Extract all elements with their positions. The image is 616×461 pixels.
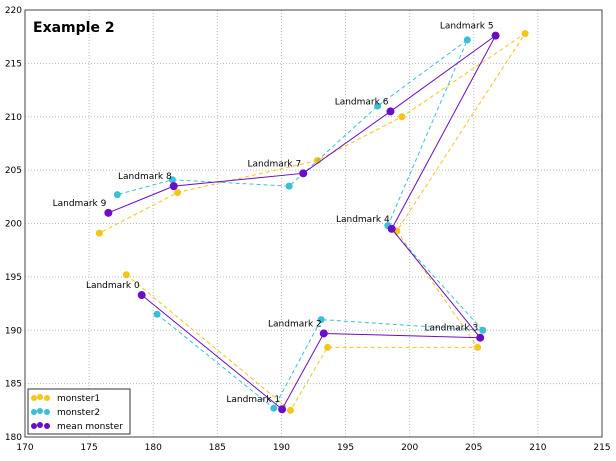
data-point-monster2 (479, 326, 487, 334)
data-point-monster1 (521, 29, 529, 37)
legend-marker (44, 395, 50, 401)
x-tick-label: 190 (273, 443, 290, 453)
ticks: 170 175 180 185 190 195 200 205 210 215 180 185 190 1… (5, 6, 611, 453)
x-tick-label: 200 (401, 443, 418, 453)
landmark-label: Landmark 2 (268, 319, 322, 329)
data-point-monster2 (463, 36, 471, 44)
legend-label: monster2 (57, 408, 100, 418)
data-point-mean-monster (476, 333, 485, 342)
grid (24, 9, 603, 438)
y-tick-label: 195 (5, 273, 22, 283)
legend: monster1 monster2 mean monster (27, 388, 131, 435)
x-tick-label: 180 (145, 443, 162, 453)
y-tick-label: 180 (5, 433, 22, 443)
legend-label: mean monster (57, 422, 123, 432)
data-point-monster1 (474, 343, 482, 351)
data-point-mean-monster (491, 31, 500, 40)
data-point-monster1 (324, 343, 332, 351)
landmark-label: Landmark 6 (335, 97, 389, 107)
landmark-label: Landmark 5 (440, 22, 494, 32)
legend-label: monster1 (57, 394, 100, 404)
x-tick-label: 170 (16, 443, 33, 453)
legend-marker (37, 394, 43, 400)
legend-marker (31, 423, 37, 429)
x-tick-label: 215 (593, 443, 610, 453)
legend-marker (44, 409, 50, 415)
landmark-label: Landmark 7 (248, 159, 302, 169)
data-point-mean-monster (386, 107, 395, 116)
data-point-monster2 (168, 176, 176, 184)
data-point-mean-monster (278, 405, 287, 414)
chart-title: Example 2 (33, 20, 115, 36)
y-tick-label: 205 (5, 166, 22, 176)
landmark-label: Landmark 0 (86, 281, 140, 291)
data-point-mean-monster (104, 208, 113, 217)
data-point-monster1 (174, 189, 182, 197)
data-point-monster1 (95, 229, 103, 237)
data-point-monster2 (270, 404, 278, 412)
y-tick-label: 215 (5, 59, 22, 69)
data-point-monster2 (285, 182, 293, 190)
legend-marker (44, 423, 50, 429)
data-point-monster1 (122, 271, 130, 279)
x-tick-label: 175 (81, 443, 98, 453)
y-tick-label: 190 (5, 326, 22, 336)
data-point-monster1 (398, 113, 406, 121)
landmark-label: Landmark 3 (424, 324, 478, 334)
data-point-mean-monster (387, 224, 396, 233)
y-tick-label: 210 (5, 113, 22, 123)
landmark-labels: Landmark 0 Landmark 1 Landmark 2 Landmark 3… (53, 22, 494, 406)
x-tick-label: 185 (209, 443, 226, 453)
data-point-monster2 (317, 316, 325, 324)
plot-frame (24, 9, 603, 438)
data-point-monster2 (374, 102, 382, 110)
legend-marker (31, 395, 37, 401)
landmark-label: Landmark 1 (226, 395, 280, 405)
landmark-label: Landmark 4 (336, 215, 390, 225)
series-line-monster2 (117, 38, 484, 409)
series-line-mean-monster (108, 35, 497, 411)
legend-marker (37, 408, 43, 414)
data-point-mean-monster (169, 182, 178, 191)
data-point-mean-monster (299, 169, 308, 178)
landmark-label: Landmark 9 (53, 199, 107, 209)
y-tick-label: 200 (5, 220, 22, 230)
y-tick-label: 220 (5, 6, 22, 16)
x-tick-label: 205 (465, 443, 482, 453)
legend-marker (31, 409, 37, 415)
x-tick-label: 195 (337, 443, 354, 453)
data-point-monster2 (153, 310, 161, 318)
x-tick-label: 210 (529, 443, 546, 453)
landmark-label: Landmark 8 (118, 172, 172, 182)
series-layer (95, 29, 529, 414)
data-point-mean-monster (137, 291, 146, 300)
legend-marker (37, 422, 43, 428)
series-line-monster1 (99, 33, 526, 412)
data-point-monster1 (286, 406, 294, 414)
data-point-mean-monster (319, 329, 328, 338)
y-tick-label: 185 (5, 380, 22, 390)
data-point-monster2 (113, 191, 121, 199)
